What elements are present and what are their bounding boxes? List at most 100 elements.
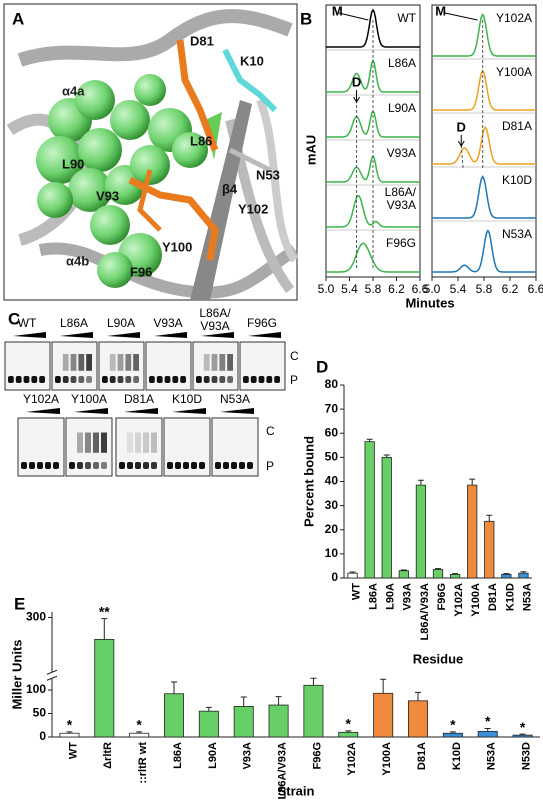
structure-image [3, 3, 299, 301]
y-axis-label: mAU [303, 135, 318, 165]
probe-band [266, 376, 273, 383]
x-tick-label: Y100A [470, 583, 482, 617]
error-bar [310, 677, 317, 686]
complex-band [203, 354, 210, 371]
x-tick-label: N53A [521, 583, 533, 611]
arrow-label: M [435, 3, 446, 18]
x-tick-label: 6.6 [528, 282, 543, 296]
trace [326, 8, 420, 48]
bar [518, 572, 529, 579]
wedge [26, 408, 60, 414]
probe-band [250, 376, 257, 383]
complex-band [78, 354, 85, 371]
probe-band [127, 462, 133, 469]
probe-band [117, 376, 124, 383]
error-bar [380, 678, 387, 694]
probe-band [135, 462, 141, 469]
lane-label: WT [18, 316, 37, 330]
residue-label: Y102 [238, 201, 268, 216]
probe-band [55, 376, 61, 383]
x-tick-label: 6.6 [412, 282, 429, 296]
trace-label: V93A [387, 198, 416, 212]
residue-label: β4 [222, 181, 238, 196]
complex-band [117, 354, 124, 371]
probe-band [211, 376, 218, 383]
error-bar [486, 514, 493, 522]
y-axis-label: Percent bound [301, 436, 316, 527]
band-label: C [266, 424, 275, 438]
probe-band [164, 376, 171, 383]
probe-band [23, 376, 30, 383]
residue-label: V93 [96, 188, 119, 203]
x-tick-label: 6.2 [388, 282, 405, 296]
trace-label: V93A [387, 146, 416, 160]
x-tick-label: L86A/V93A [419, 583, 431, 641]
probe-band [39, 376, 45, 383]
probe-band [101, 462, 107, 469]
wedge [107, 332, 140, 338]
bar [467, 484, 478, 579]
bar [338, 731, 359, 738]
y-tick-label: 80 [325, 377, 339, 391]
wedge [248, 332, 281, 338]
panel-label: D [316, 357, 328, 376]
x-tick-label: V93A [402, 583, 414, 611]
significance: * [67, 717, 73, 733]
trace-label: WT [397, 11, 416, 25]
error-bar [400, 569, 407, 571]
bar [398, 570, 409, 579]
bar [432, 569, 444, 579]
complex-band [227, 354, 233, 371]
probe-band [274, 376, 280, 383]
x-axis-label: Residue [413, 651, 464, 666]
probe-band [15, 376, 22, 383]
probe-band [183, 462, 189, 469]
probe-band [167, 462, 173, 469]
significance: * [485, 713, 491, 729]
x-tick-label: Y100A [381, 742, 393, 776]
complex-band [101, 432, 107, 453]
significance: * [520, 719, 526, 735]
probe-band [149, 376, 155, 383]
y-tick-label: 40 [325, 474, 339, 488]
probe-band [31, 376, 38, 383]
residue-label: L90 [62, 156, 84, 171]
x-tick-label: 5.0 [318, 282, 335, 296]
y-tick-label: 100 [26, 682, 46, 696]
lane-label: L86A [60, 316, 88, 330]
complex-band [93, 432, 99, 453]
trace [432, 175, 536, 219]
probe-band [70, 376, 77, 383]
x-axis-label: Minutes [405, 295, 454, 310]
probe-band [156, 376, 163, 383]
residue-label: α4a [62, 83, 85, 98]
bar [408, 700, 428, 738]
bar [59, 732, 80, 738]
error-bar [136, 731, 143, 734]
error-bar [383, 454, 390, 458]
y-tick-label: 50 [33, 706, 47, 720]
probe-band [69, 462, 75, 469]
x-tick-label: L86A [368, 583, 380, 610]
y-axis-label: Miller Units [9, 639, 24, 709]
lane-label: N53A [220, 392, 250, 406]
error-bar [66, 731, 73, 734]
y-tick-label: 60 [325, 425, 339, 439]
y-tick-label: 300 [26, 610, 46, 624]
error-bar [449, 731, 456, 734]
probe-band [62, 376, 69, 383]
probe-band [203, 376, 210, 383]
wedge [154, 332, 187, 338]
complex-band [85, 432, 91, 453]
probe-band [215, 462, 221, 469]
complex-band [109, 354, 116, 371]
trace-label: L90A [388, 101, 416, 115]
probe-band [143, 462, 149, 469]
trace [432, 125, 536, 165]
x-tick-label: F96G [311, 742, 323, 770]
panel-label: B [300, 9, 312, 28]
probe-band [258, 376, 265, 383]
error-bar [275, 696, 282, 706]
lane-label: Y100A [71, 392, 107, 406]
